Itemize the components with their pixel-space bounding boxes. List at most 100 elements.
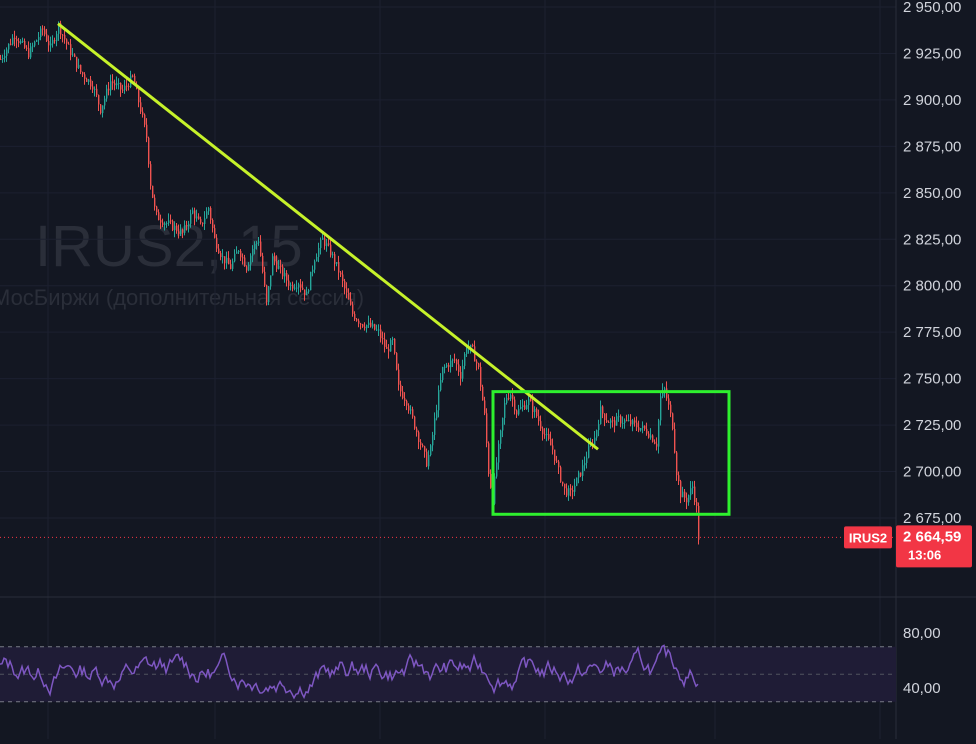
candle-body <box>142 111 144 115</box>
candle-body <box>532 401 534 413</box>
candle-body <box>692 486 694 489</box>
candle-body <box>126 85 128 87</box>
candle-body <box>372 324 374 327</box>
candle-body <box>440 380 442 391</box>
candle-body <box>572 490 574 492</box>
candle-body <box>536 409 538 417</box>
candle-body <box>240 250 242 258</box>
candle-body <box>662 390 664 397</box>
candle-body <box>328 243 330 245</box>
candle-body <box>510 394 512 399</box>
candle-body <box>642 425 644 429</box>
candle-body <box>608 421 610 423</box>
candle-body <box>56 33 58 42</box>
candle-body <box>342 274 344 282</box>
candle-body <box>360 323 362 325</box>
candle-body <box>170 220 172 222</box>
candle-body <box>628 420 630 422</box>
candle-body <box>172 221 174 231</box>
candle-body <box>568 488 570 496</box>
candle-body <box>636 422 638 428</box>
candle-body <box>524 405 526 410</box>
candle-body <box>158 212 160 221</box>
candle-body <box>362 324 364 327</box>
candle-body <box>544 434 546 436</box>
candle-body <box>144 114 146 125</box>
candle-body <box>28 48 30 58</box>
candle-body <box>406 401 408 406</box>
candle-body <box>556 460 558 462</box>
candle-body <box>164 223 166 226</box>
candle-body <box>484 400 486 414</box>
candle-body <box>456 360 458 365</box>
candle-body <box>34 41 36 46</box>
candle-body <box>548 434 550 439</box>
candle-body <box>286 273 288 281</box>
candle-body <box>128 85 130 87</box>
candle-body <box>312 269 314 272</box>
candle-body <box>652 435 654 442</box>
candle-body <box>604 413 606 421</box>
candle-body <box>206 211 208 219</box>
candle-body <box>74 54 76 57</box>
candle-body <box>432 434 434 446</box>
candle-body <box>0 59 2 61</box>
candle-body <box>132 75 134 77</box>
candle-body <box>420 442 422 446</box>
candle-body <box>696 502 698 506</box>
candle-body <box>102 105 104 114</box>
price-tick-label: 2 800,00 <box>903 278 961 295</box>
candle-body <box>184 224 186 233</box>
candle-body <box>152 185 154 198</box>
rsi-pane[interactable] <box>0 644 896 703</box>
candle-body <box>340 272 342 275</box>
candle-body <box>618 416 620 418</box>
candle-body <box>442 366 444 381</box>
candle-body <box>282 266 284 277</box>
candle-body <box>114 83 116 86</box>
candle-body <box>434 418 436 435</box>
candle-body <box>454 359 456 361</box>
candle-body <box>412 409 414 417</box>
candle-body <box>528 398 530 406</box>
candle-body <box>672 413 674 430</box>
candle-body <box>582 465 584 476</box>
candle-body <box>300 284 302 288</box>
candle-body <box>82 72 84 75</box>
candle-body <box>354 313 356 320</box>
drawings[interactable] <box>57 22 731 516</box>
price-axis[interactable]: 2 950,00 2 925,00 2 900,00 2 875,00 2 850,00… <box>903 0 961 527</box>
candle-body <box>332 254 334 256</box>
price-tick-label: 2 725,00 <box>903 417 961 434</box>
candle-body <box>670 404 672 414</box>
candle-body <box>682 491 684 498</box>
candle-body <box>676 452 678 476</box>
candle-body <box>188 223 190 227</box>
candle-body <box>50 43 52 46</box>
candle-body <box>314 261 316 270</box>
svg-text:IRUS2: IRUS2 <box>849 530 887 545</box>
candle-body <box>586 457 588 464</box>
candle-body <box>418 432 420 443</box>
candle-body <box>588 445 590 458</box>
candle-body <box>550 438 552 446</box>
price-tick-label: 2 750,00 <box>903 371 961 388</box>
candle-body <box>54 40 56 42</box>
candle-body <box>564 483 566 489</box>
candle-body <box>680 481 682 498</box>
candle-body <box>238 250 240 252</box>
candle-body <box>598 424 600 431</box>
watermark-exchange: МосБиржи (дополнительная сессия) <box>0 285 364 310</box>
candle-body <box>562 481 564 484</box>
candle-body <box>606 420 608 422</box>
candle-body <box>116 83 118 86</box>
candle-body <box>482 386 484 401</box>
rsi-axis[interactable]: 80,00 40,00 <box>903 625 941 697</box>
candle-body <box>166 222 168 224</box>
candle-body <box>518 408 520 415</box>
candle-body <box>14 37 16 40</box>
candle-body <box>192 210 194 214</box>
candle-body <box>196 216 198 219</box>
